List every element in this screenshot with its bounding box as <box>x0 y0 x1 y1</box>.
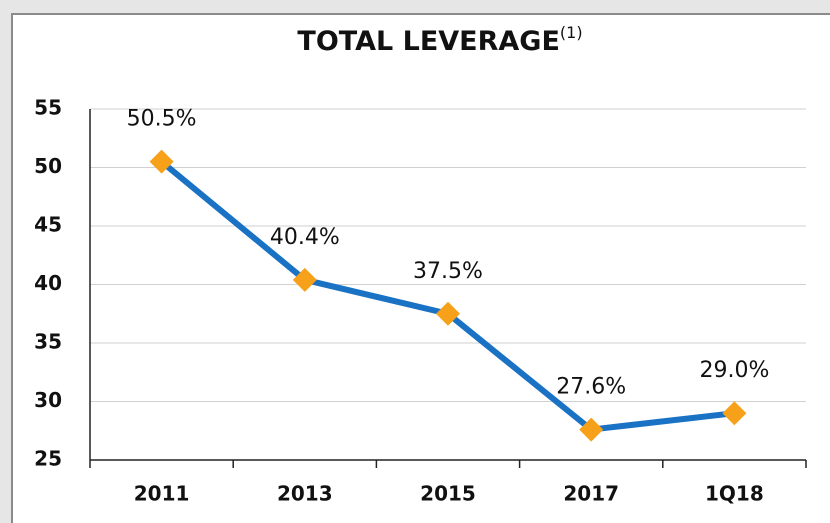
panel <box>11 13 830 523</box>
y-tick-label: 35 <box>34 330 62 354</box>
title-note: (1) <box>560 23 583 42</box>
title-text: TOTAL LEVERAGE <box>297 26 559 57</box>
x-tick-label: 2015 <box>420 482 476 506</box>
y-tick-label: 30 <box>34 388 62 412</box>
marker <box>722 401 747 426</box>
x-tick-label: 2011 <box>134 482 190 506</box>
y-tick-label: 45 <box>34 213 62 237</box>
x-tick-label: 1Q18 <box>705 482 764 506</box>
marker <box>149 149 174 174</box>
data-label: 40.4% <box>270 225 340 250</box>
data-label: 29.0% <box>699 358 769 383</box>
y-tick-label: 40 <box>34 271 62 295</box>
marker <box>579 417 604 442</box>
data-label: 27.6% <box>556 375 626 400</box>
x-tick-label: 2013 <box>277 482 333 506</box>
y-tick-label: 55 <box>34 96 62 120</box>
data-label: 50.5% <box>127 107 197 132</box>
chart-title: TOTAL LEVERAGE(1) <box>297 23 582 57</box>
data-label: 37.5% <box>413 259 483 284</box>
y-tick-label: 50 <box>34 154 62 178</box>
marker <box>292 267 317 292</box>
x-tick-label: 2017 <box>563 482 619 506</box>
marker <box>436 301 460 326</box>
y-tick-label: 25 <box>34 447 62 471</box>
